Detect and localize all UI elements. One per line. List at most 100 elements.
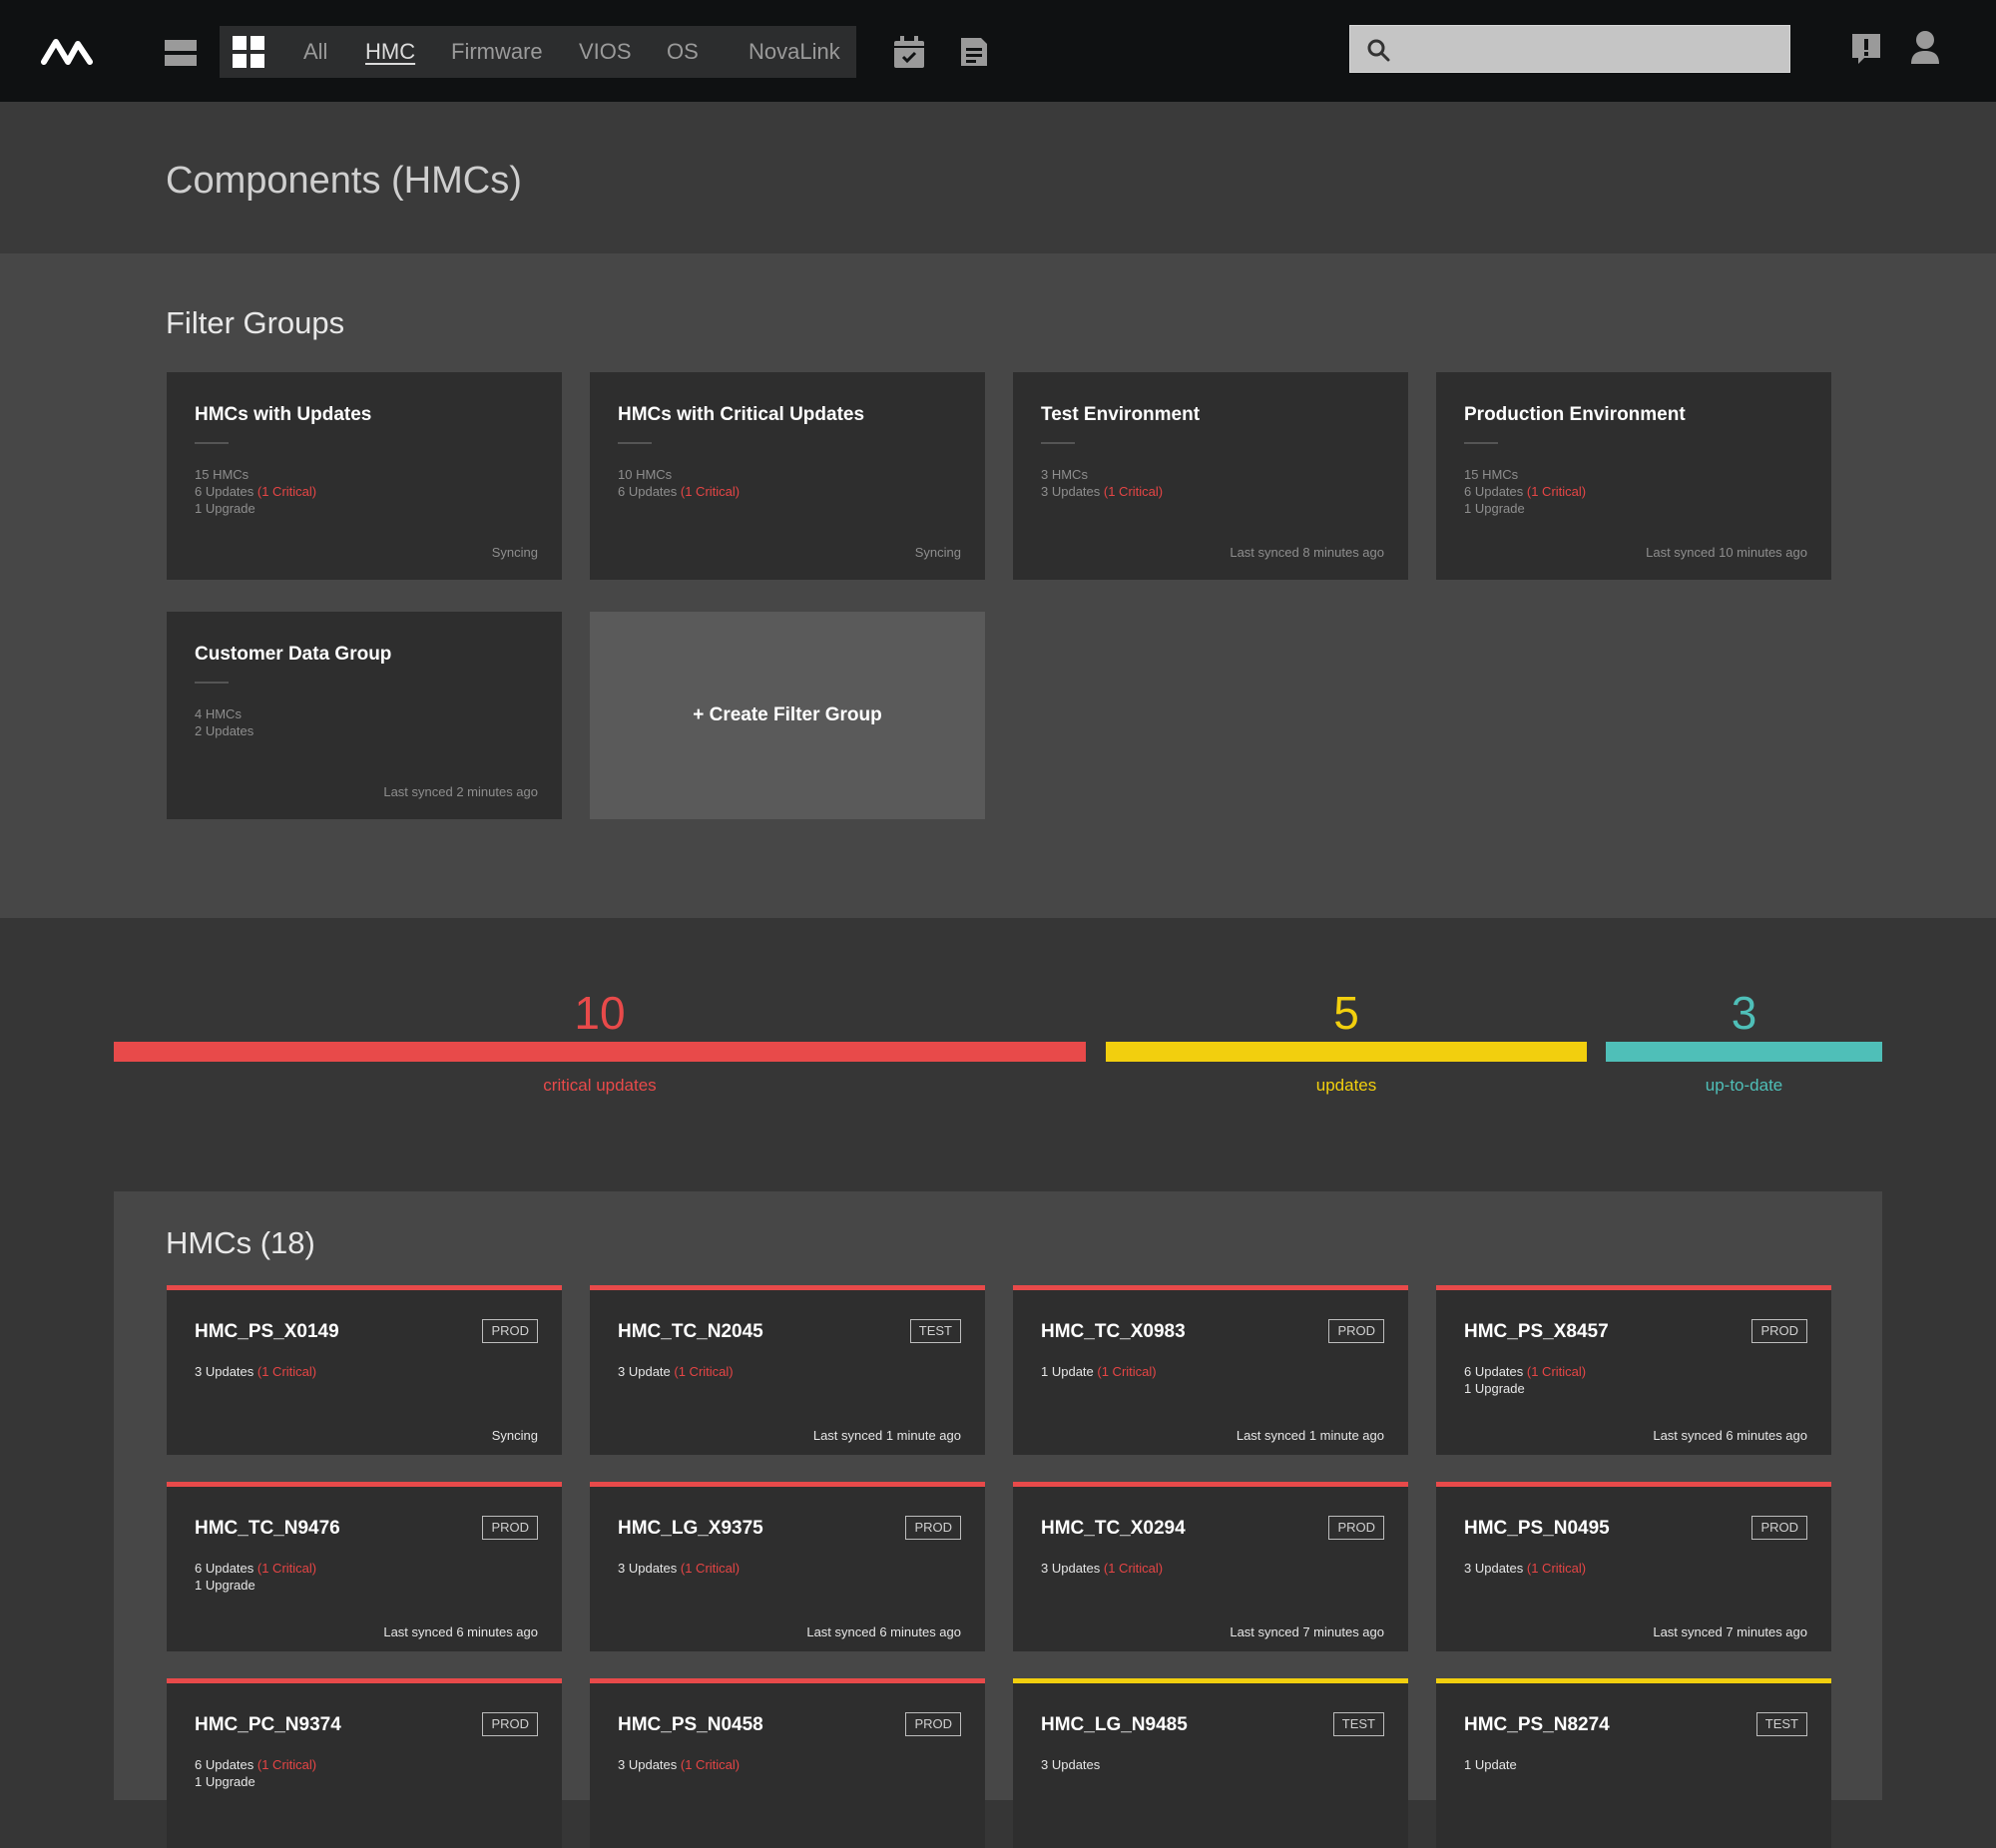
critical-count: (1 Critical) (674, 1364, 734, 1379)
hmc-name: HMC_LG_X9375 (618, 1518, 763, 1539)
critical-count: (1 Critical) (680, 1757, 741, 1772)
hmc-name: HMC_TC_X0294 (1041, 1518, 1186, 1539)
user-icon[interactable] (1910, 30, 1940, 66)
hmc-card[interactable]: HMC_TC_N9476 PROD 6 Updates (1 Critical) 1 … (167, 1482, 562, 1651)
hmc-stats: 3 Updates (1 Critical) (1041, 1560, 1163, 1577)
tab-all[interactable]: All (303, 39, 328, 64)
hmc-card[interactable]: HMC_PS_X8457 PROD 6 Updates (1 Critical) 1 … (1436, 1285, 1831, 1455)
update-count: 6 Updates (195, 1757, 254, 1772)
filter-group-card[interactable]: Production Environment 15 HMCs 6 Updates… (1436, 372, 1831, 580)
hmc-stats: 1 Update (1 Critical) (1041, 1363, 1157, 1380)
status-stripe (1013, 1678, 1408, 1683)
hmc-card[interactable]: HMC_TC_N2045 TEST 3 Update (1 Critical) Las… (590, 1285, 985, 1455)
filter-group-card[interactable]: HMCs with Critical Updates 10 HMCs 6 Upd… (590, 372, 985, 580)
search-box[interactable] (1349, 25, 1790, 74)
hmc-name: HMC_PS_X0149 (195, 1321, 339, 1342)
search-icon (1366, 38, 1390, 62)
hmc-name: HMC_PS_X8457 (1464, 1321, 1609, 1342)
alert-icon[interactable] (1850, 32, 1882, 66)
upgrade-count: 1 Upgrade (1464, 501, 1525, 516)
sync-status: Last synced 8 minutes ago (1230, 545, 1384, 560)
status-stripe (1436, 1678, 1831, 1683)
sync-status: Last synced 1 minute ago (1236, 1428, 1384, 1443)
create-filter-group-button[interactable]: + Create Filter Group (590, 612, 985, 819)
critical-count: (1 Critical) (680, 1561, 741, 1576)
tab-hmc[interactable]: HMC (365, 39, 416, 64)
hmc-card[interactable]: HMC_PS_N0458 PROD 3 Updates (1 Critical) (590, 1678, 985, 1848)
top-navigation-bar: All HMC Firmware VIOS OS NovaLink (0, 0, 1996, 102)
search-input[interactable] (1402, 26, 1785, 74)
sync-status: Last synced 6 minutes ago (806, 1624, 961, 1639)
filter-group-card[interactable]: Test Environment 3 HMCs 3 Updates (1 Cri… (1013, 372, 1408, 580)
environment-badge: PROD (1328, 1319, 1384, 1343)
hmc-stats: 3 Updates (1 Critical) (618, 1756, 740, 1773)
hmc-name: HMC_TC_X0983 (1041, 1321, 1186, 1342)
hmc-card[interactable]: HMC_PS_N8274 TEST 1 Update (1436, 1678, 1831, 1848)
logo-icon[interactable] (40, 30, 98, 74)
environment-badge: PROD (905, 1712, 961, 1736)
filter-group-title: HMCs with Critical Updates (618, 404, 865, 425)
update-count: 3 Updates (618, 1561, 678, 1576)
updates-bar[interactable] (1106, 1042, 1587, 1062)
hmc-card[interactable]: HMC_LG_X9375 PROD 3 Updates (1 Critical) La… (590, 1482, 985, 1651)
critical-count: (1 Critical) (1526, 484, 1587, 499)
update-count: 3 Updates (195, 1364, 254, 1379)
tab-novalink[interactable]: NovaLink (748, 39, 840, 64)
critical-updates-label: critical updates (543, 1076, 657, 1095)
hmc-name: HMC_PC_N9374 (195, 1714, 341, 1735)
list-view-icon[interactable] (158, 28, 204, 78)
status-stripe (590, 1285, 985, 1290)
divider (195, 682, 229, 684)
critical-count: (1 Critical) (256, 1561, 317, 1576)
sync-status: Syncing (491, 545, 538, 560)
filter-group-stats: 4 HMCs 2 Updates (195, 705, 253, 739)
hmc-card[interactable]: HMC_LG_N9485 TEST 3 Updates (1013, 1678, 1408, 1848)
tab-vios[interactable]: VIOS (579, 39, 632, 64)
filter-group-title: Production Environment (1464, 404, 1686, 425)
hmc-stats: 3 Updates (1 Critical) (618, 1560, 740, 1577)
updates-count: 5 (1333, 987, 1359, 1039)
hmc-count: 4 HMCs (195, 706, 242, 721)
critical-count: (1 Critical) (1526, 1364, 1587, 1379)
update-count: 6 Updates (195, 1561, 254, 1576)
filter-group-card[interactable]: Customer Data Group 4 HMCs 2 Updates Las… (167, 612, 562, 819)
up-to-date-count: 3 (1731, 987, 1757, 1039)
hmc-name: HMC_TC_N2045 (618, 1321, 763, 1342)
sync-status: Last synced 10 minutes ago (1646, 545, 1807, 560)
environment-badge: PROD (482, 1516, 538, 1540)
update-count: 3 Updates (618, 1757, 678, 1772)
sync-status: Last synced 6 minutes ago (383, 1624, 538, 1639)
critical-count: (1 Critical) (1103, 1561, 1164, 1576)
hmc-count: 15 HMCs (195, 467, 250, 482)
filter-group-stats: 15 HMCs 6 Updates (1 Critical) 1 Upgrade (195, 466, 316, 517)
tab-firmware[interactable]: Firmware (451, 39, 543, 64)
hmc-card[interactable]: HMC_PS_N0495 PROD 3 Updates (1 Critical) La… (1436, 1482, 1831, 1651)
critical-updates-bar[interactable] (114, 1042, 1086, 1062)
critical-count: (1 Critical) (256, 484, 317, 499)
grid-view-icon[interactable] (220, 26, 277, 78)
document-icon[interactable] (954, 30, 994, 74)
filter-group-card[interactable]: HMCs with Updates 15 HMCs 6 Updates (1 C… (167, 372, 562, 580)
hmc-card[interactable]: HMC_PS_X0149 PROD 3 Updates (1 Critical) Sy… (167, 1285, 562, 1455)
status-stripe (167, 1285, 562, 1290)
hmc-card[interactable]: HMC_TC_X0294 PROD 3 Updates (1 Critical) La… (1013, 1482, 1408, 1651)
up-to-date-bar[interactable] (1606, 1042, 1882, 1062)
status-stripe (167, 1482, 562, 1487)
environment-badge: PROD (482, 1712, 538, 1736)
filter-group-title: Test Environment (1041, 404, 1201, 425)
hmc-card[interactable]: HMC_TC_X0983 PROD 1 Update (1 Critical) Las… (1013, 1285, 1408, 1455)
update-count: 6 Updates (618, 484, 678, 499)
hmc-count: 15 HMCs (1464, 467, 1519, 482)
hmc-list-panel: HMCs (18) HMC_PS_X0149 PROD 3 Updates (1 C… (114, 1191, 1882, 1848)
page-header: Components (HMCs) (0, 102, 1996, 253)
calendar-check-icon[interactable] (889, 30, 929, 74)
tab-os[interactable]: OS (667, 39, 699, 64)
hmc-card[interactable]: HMC_PC_N9374 PROD 6 Updates (1 Critical) 1 … (167, 1678, 562, 1848)
hmc-name: HMC_TC_N9476 (195, 1518, 340, 1539)
hmc-stats: 3 Updates (1 Critical) (195, 1363, 316, 1380)
update-count: 3 Updates (1464, 1561, 1524, 1576)
hmc-count: 10 HMCs (618, 467, 673, 482)
status-stripe (1013, 1285, 1408, 1290)
upgrade-count: 1 Upgrade (1464, 1381, 1525, 1396)
update-count: 6 Updates (1464, 484, 1524, 499)
